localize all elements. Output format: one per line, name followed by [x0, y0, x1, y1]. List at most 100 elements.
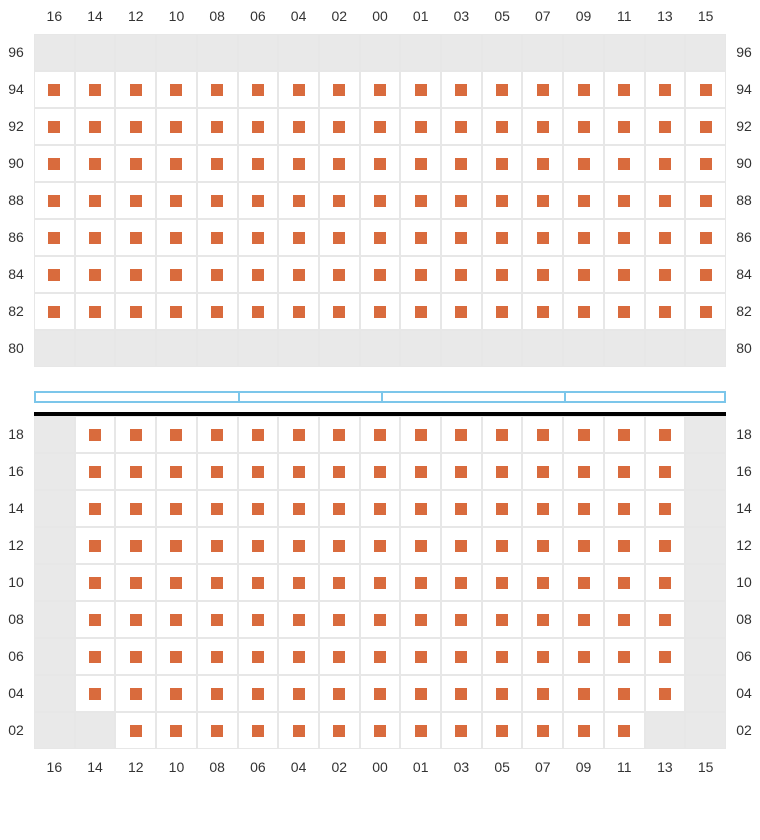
seat-cell[interactable]	[360, 256, 401, 293]
seat-cell[interactable]	[604, 219, 645, 256]
seat-cell[interactable]	[360, 601, 401, 638]
seat-cell[interactable]	[645, 256, 686, 293]
seat-cell[interactable]	[604, 182, 645, 219]
seat-cell[interactable]	[685, 182, 726, 219]
seat-cell[interactable]	[604, 638, 645, 675]
seat-cell[interactable]	[360, 453, 401, 490]
seat-cell[interactable]	[360, 416, 401, 453]
seat-cell[interactable]	[441, 416, 482, 453]
seat-cell[interactable]	[197, 638, 238, 675]
seat-cell[interactable]	[563, 601, 604, 638]
seat-cell[interactable]	[319, 490, 360, 527]
seat-cell[interactable]	[115, 490, 156, 527]
seat-cell[interactable]	[522, 453, 563, 490]
seat-cell[interactable]	[563, 293, 604, 330]
seat-cell[interactable]	[522, 675, 563, 712]
seat-cell[interactable]	[482, 490, 523, 527]
seat-cell[interactable]	[238, 675, 279, 712]
seat-cell[interactable]	[400, 601, 441, 638]
seat-cell[interactable]	[645, 293, 686, 330]
seat-cell[interactable]	[522, 638, 563, 675]
seat-cell[interactable]	[197, 675, 238, 712]
seat-cell[interactable]	[685, 71, 726, 108]
seat-cell[interactable]	[360, 182, 401, 219]
seat-cell[interactable]	[522, 490, 563, 527]
seat-cell[interactable]	[522, 527, 563, 564]
seat-cell[interactable]	[319, 712, 360, 749]
seat-cell[interactable]	[482, 416, 523, 453]
seat-cell[interactable]	[482, 219, 523, 256]
seat-cell[interactable]	[441, 219, 482, 256]
seat-cell[interactable]	[685, 219, 726, 256]
seat-cell[interactable]	[156, 108, 197, 145]
seat-cell[interactable]	[238, 71, 279, 108]
seat-cell[interactable]	[278, 675, 319, 712]
seat-cell[interactable]	[319, 145, 360, 182]
seat-cell[interactable]	[75, 145, 116, 182]
seat-cell[interactable]	[645, 490, 686, 527]
seat-cell[interactable]	[482, 293, 523, 330]
seat-cell[interactable]	[197, 108, 238, 145]
seat-cell[interactable]	[156, 601, 197, 638]
seat-cell[interactable]	[197, 712, 238, 749]
seat-cell[interactable]	[156, 145, 197, 182]
seat-cell[interactable]	[278, 453, 319, 490]
seat-cell[interactable]	[441, 564, 482, 601]
seat-cell[interactable]	[360, 219, 401, 256]
seat-cell[interactable]	[278, 145, 319, 182]
seat-cell[interactable]	[604, 145, 645, 182]
seat-cell[interactable]	[197, 293, 238, 330]
seat-cell[interactable]	[604, 453, 645, 490]
seat-cell[interactable]	[522, 256, 563, 293]
seat-cell[interactable]	[482, 712, 523, 749]
seat-cell[interactable]	[522, 293, 563, 330]
seat-cell[interactable]	[278, 219, 319, 256]
seat-cell[interactable]	[278, 527, 319, 564]
seat-cell[interactable]	[197, 601, 238, 638]
seat-cell[interactable]	[75, 256, 116, 293]
seat-cell[interactable]	[75, 527, 116, 564]
seat-cell[interactable]	[156, 675, 197, 712]
seat-cell[interactable]	[400, 490, 441, 527]
seat-cell[interactable]	[115, 293, 156, 330]
seat-cell[interactable]	[482, 527, 523, 564]
seat-cell[interactable]	[75, 108, 116, 145]
seat-cell[interactable]	[75, 416, 116, 453]
seat-cell[interactable]	[156, 182, 197, 219]
seat-cell[interactable]	[34, 256, 75, 293]
seat-cell[interactable]	[238, 219, 279, 256]
seat-cell[interactable]	[563, 564, 604, 601]
seat-cell[interactable]	[278, 638, 319, 675]
seat-cell[interactable]	[400, 108, 441, 145]
seat-cell[interactable]	[360, 675, 401, 712]
seat-cell[interactable]	[115, 601, 156, 638]
seat-cell[interactable]	[115, 675, 156, 712]
seat-cell[interactable]	[400, 256, 441, 293]
seat-cell[interactable]	[238, 712, 279, 749]
seat-cell[interactable]	[522, 712, 563, 749]
seat-cell[interactable]	[441, 293, 482, 330]
seat-cell[interactable]	[563, 71, 604, 108]
seat-cell[interactable]	[360, 145, 401, 182]
seat-cell[interactable]	[197, 219, 238, 256]
seat-cell[interactable]	[278, 256, 319, 293]
seat-cell[interactable]	[360, 293, 401, 330]
seat-cell[interactable]	[115, 712, 156, 749]
seat-cell[interactable]	[604, 712, 645, 749]
seat-cell[interactable]	[115, 256, 156, 293]
seat-cell[interactable]	[360, 564, 401, 601]
seat-cell[interactable]	[400, 71, 441, 108]
seat-cell[interactable]	[156, 453, 197, 490]
seat-cell[interactable]	[319, 453, 360, 490]
seat-cell[interactable]	[645, 219, 686, 256]
seat-cell[interactable]	[441, 675, 482, 712]
seat-cell[interactable]	[156, 712, 197, 749]
seat-cell[interactable]	[115, 453, 156, 490]
seat-cell[interactable]	[563, 638, 604, 675]
seat-cell[interactable]	[604, 293, 645, 330]
seat-cell[interactable]	[319, 601, 360, 638]
seat-cell[interactable]	[197, 71, 238, 108]
seat-cell[interactable]	[441, 71, 482, 108]
seat-cell[interactable]	[238, 601, 279, 638]
seat-cell[interactable]	[604, 564, 645, 601]
